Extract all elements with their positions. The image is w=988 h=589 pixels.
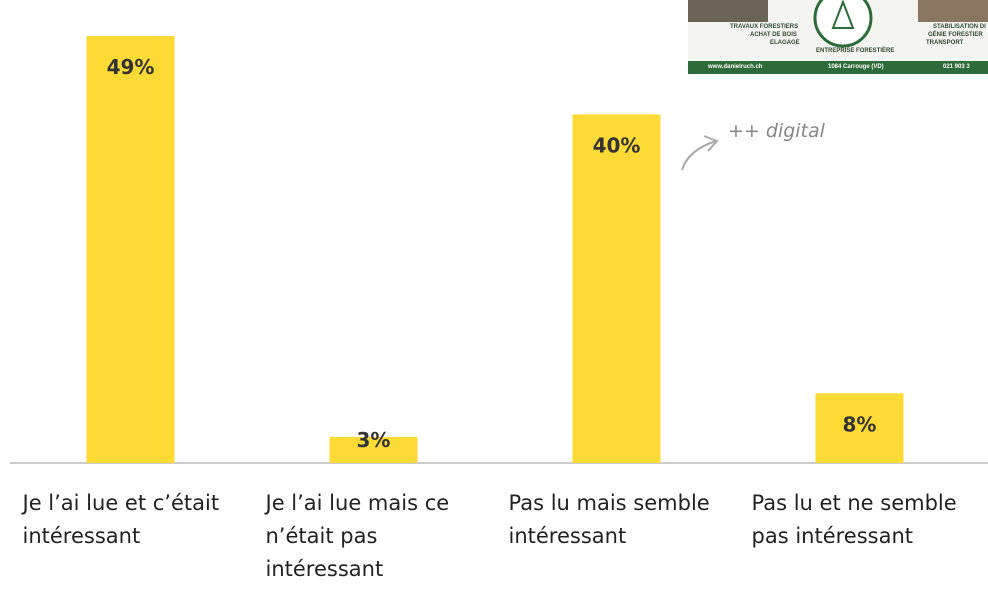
x-tick-label: Pas lu mais semble intéressant <box>509 487 739 553</box>
x-tick-label: Pas lu et ne semble pas intéressant <box>752 487 982 553</box>
value-label: 8% <box>843 412 877 436</box>
value-label: 40% <box>593 133 641 157</box>
x-tick-label: Je l’ai lue et c’était intéressant <box>23 487 253 553</box>
value-label: 3% <box>357 428 391 452</box>
bar <box>87 36 175 463</box>
x-tick-label: Je l’ai lue mais ce n’était pas intéress… <box>266 487 496 586</box>
value-label: 49% <box>107 55 155 79</box>
page: {"chart_data": {"type": "bar", "categori… <box>0 0 988 589</box>
bar <box>573 114 661 463</box>
annotation: ++ digital <box>728 120 826 142</box>
annotation-arrow <box>682 141 716 170</box>
